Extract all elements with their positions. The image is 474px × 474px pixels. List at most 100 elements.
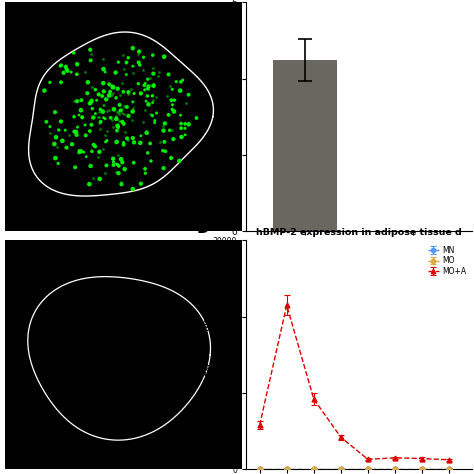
Point bbox=[75, 111, 83, 119]
Point bbox=[59, 137, 66, 145]
Point bbox=[177, 124, 185, 132]
Point bbox=[171, 96, 178, 104]
Point bbox=[82, 153, 90, 160]
Point bbox=[140, 82, 148, 89]
Point bbox=[162, 147, 169, 155]
Point bbox=[151, 117, 159, 124]
Point bbox=[64, 67, 72, 75]
Point bbox=[114, 161, 121, 168]
Point bbox=[141, 86, 148, 94]
Point bbox=[95, 114, 103, 121]
Point bbox=[73, 128, 80, 136]
Point bbox=[77, 107, 85, 114]
Point bbox=[108, 91, 116, 99]
Point bbox=[153, 109, 160, 117]
Point bbox=[114, 85, 121, 92]
Point bbox=[144, 92, 151, 100]
Point bbox=[144, 149, 152, 157]
Point bbox=[105, 91, 113, 99]
Point bbox=[123, 135, 131, 142]
Point bbox=[63, 65, 71, 73]
Point bbox=[43, 118, 50, 126]
Point bbox=[70, 49, 77, 57]
Point bbox=[156, 138, 164, 146]
Point bbox=[109, 158, 117, 165]
Point bbox=[149, 92, 156, 100]
Point bbox=[120, 141, 128, 148]
Point bbox=[123, 59, 130, 66]
Point bbox=[73, 71, 81, 78]
Point bbox=[109, 155, 117, 163]
Point bbox=[135, 59, 143, 66]
Point bbox=[118, 106, 126, 113]
Point bbox=[170, 135, 177, 143]
Point bbox=[100, 55, 107, 63]
Point bbox=[41, 87, 48, 94]
Point bbox=[55, 126, 63, 134]
Point bbox=[166, 82, 174, 90]
Point bbox=[52, 134, 60, 141]
Point bbox=[84, 79, 91, 86]
Point bbox=[110, 161, 118, 169]
Point bbox=[73, 98, 81, 105]
Point bbox=[106, 88, 114, 95]
Point bbox=[95, 153, 102, 160]
Point bbox=[147, 82, 155, 89]
Point bbox=[72, 164, 79, 171]
Point bbox=[116, 110, 123, 118]
Point bbox=[182, 131, 189, 138]
Point bbox=[78, 96, 85, 104]
Point bbox=[113, 138, 120, 146]
Point bbox=[86, 100, 93, 107]
Title: hBMP-2 expression in adipose tissue d: hBMP-2 expression in adipose tissue d bbox=[256, 228, 462, 237]
Point bbox=[119, 88, 127, 96]
Point bbox=[71, 128, 78, 136]
Point bbox=[95, 91, 102, 98]
Point bbox=[129, 45, 137, 52]
Point bbox=[129, 63, 137, 70]
Point bbox=[86, 180, 93, 188]
Point bbox=[128, 85, 135, 93]
Point bbox=[137, 180, 145, 188]
Point bbox=[90, 141, 98, 149]
Point bbox=[124, 137, 131, 144]
Point bbox=[56, 62, 64, 70]
Point bbox=[121, 165, 128, 173]
Point bbox=[143, 129, 151, 137]
Point bbox=[165, 111, 173, 118]
Point bbox=[112, 114, 119, 121]
Point bbox=[99, 108, 107, 115]
Point bbox=[104, 107, 111, 115]
Point bbox=[168, 127, 176, 134]
Point bbox=[46, 123, 54, 130]
Point bbox=[135, 80, 142, 87]
Point bbox=[146, 110, 154, 118]
Point bbox=[161, 119, 169, 127]
Point bbox=[145, 82, 152, 90]
Point bbox=[109, 90, 117, 97]
Point bbox=[109, 117, 116, 124]
Point bbox=[175, 157, 183, 164]
Point bbox=[100, 65, 107, 73]
Point bbox=[103, 162, 110, 169]
Point bbox=[110, 106, 118, 113]
Point bbox=[118, 109, 126, 117]
Point bbox=[137, 139, 144, 146]
Point bbox=[105, 81, 113, 88]
Point bbox=[137, 132, 145, 139]
Point bbox=[101, 131, 109, 138]
Point bbox=[140, 54, 147, 61]
Point bbox=[141, 165, 149, 173]
Point bbox=[139, 67, 147, 74]
Point bbox=[125, 54, 132, 62]
Point bbox=[142, 80, 149, 87]
Point bbox=[117, 179, 125, 186]
Point bbox=[117, 107, 124, 114]
Point bbox=[177, 111, 184, 119]
Point bbox=[161, 138, 168, 146]
Point bbox=[100, 145, 107, 153]
Point bbox=[109, 123, 117, 131]
Point bbox=[87, 100, 95, 107]
Point bbox=[109, 83, 117, 91]
Point bbox=[82, 132, 90, 139]
